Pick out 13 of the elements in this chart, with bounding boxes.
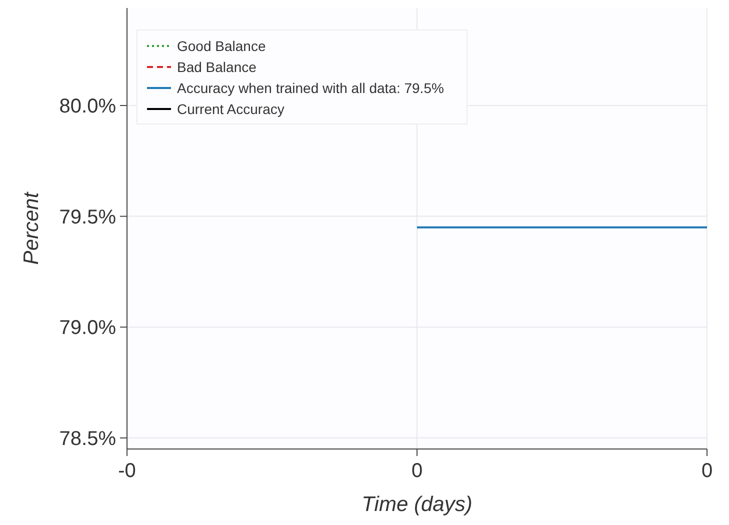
y-tick-label: 80.0% <box>59 96 116 118</box>
x-tick-label: -0 <box>118 460 136 482</box>
y-tick-label: 79.5% <box>59 206 116 228</box>
x-tick-label: 0 <box>411 460 423 482</box>
y-tick-label: 79.0% <box>59 317 116 340</box>
y-axis-title: Percent <box>20 191 43 265</box>
legend-label: Bad Balance <box>177 58 257 75</box>
x-axis-title: Time (days) <box>362 493 472 516</box>
y-tick-label: 78.5% <box>59 428 116 450</box>
legend-label: Accuracy when trained with all data: 79.5% <box>177 80 444 96</box>
legend-label: Current Accuracy <box>177 100 284 117</box>
x-tick-label: 0 <box>701 460 713 482</box>
legend-label: Good Balance <box>177 38 266 54</box>
